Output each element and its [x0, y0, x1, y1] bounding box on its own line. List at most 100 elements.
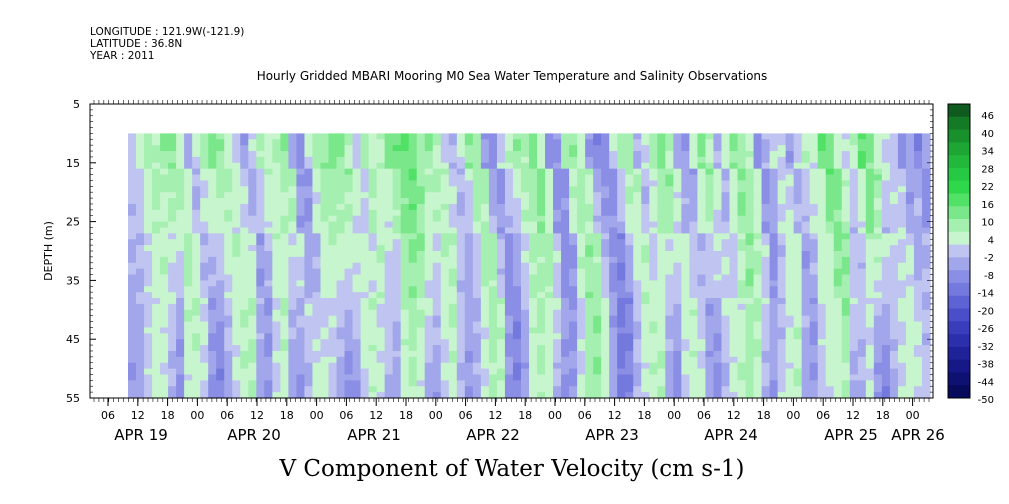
heatmap-cell [705, 386, 715, 393]
heatmap-cell [689, 327, 699, 334]
heatmap-cell [248, 198, 257, 205]
heatmap-cell [496, 151, 506, 158]
heatmap-cell [609, 174, 618, 182]
heatmap-cell [593, 339, 602, 346]
heatmap-cell [601, 162, 610, 170]
heatmap-cell [192, 315, 201, 323]
heatmap-cell [593, 262, 602, 270]
heatmap-cell [512, 309, 522, 317]
heatmap-cell [793, 139, 803, 146]
heatmap-cell [865, 368, 875, 376]
heatmap-cell [881, 368, 891, 376]
heatmap-cell [272, 145, 281, 152]
heatmap-cell [392, 168, 402, 176]
heatmap-cell [216, 339, 225, 346]
heatmap-cell [520, 327, 530, 334]
heatmap-cell [312, 303, 322, 311]
heatmap-cell [785, 368, 795, 376]
heatmap-cell [264, 292, 273, 299]
heatmap-cell [825, 133, 835, 140]
heatmap-cell [529, 298, 538, 305]
heatmap-cell [793, 251, 803, 258]
heatmap-cell [681, 198, 690, 205]
heatmap-cell [689, 386, 699, 393]
heatmap-cell [248, 315, 257, 323]
heatmap-cell [408, 192, 418, 199]
heatmap-cell [841, 315, 851, 323]
heatmap-cell [448, 139, 458, 146]
heatmap-cell [272, 303, 281, 311]
heatmap-cell [713, 309, 723, 317]
heatmap-cell [649, 392, 658, 399]
heatmap-cell [705, 374, 715, 381]
heatmap-cell [753, 327, 763, 334]
heatmap-cell [665, 292, 674, 299]
heatmap-cell [857, 362, 867, 370]
heatmap-cell [769, 303, 779, 311]
heatmap-cell [256, 386, 265, 393]
heatmap-cell [264, 274, 273, 281]
heatmap-cell [368, 186, 378, 193]
heatmap-cell [889, 380, 899, 387]
heatmap-cell [192, 256, 201, 264]
heatmap-cell [785, 345, 795, 352]
heatmap-cell [921, 162, 931, 170]
heatmap-cell [200, 262, 209, 270]
heatmap-cell [440, 198, 450, 205]
heatmap-cell [184, 233, 193, 240]
heatmap-cell [529, 139, 538, 146]
heatmap-cell [785, 292, 795, 299]
heatmap-cell [176, 286, 185, 293]
heatmap-cell [480, 303, 490, 311]
heatmap-cell [673, 245, 682, 252]
heatmap-cell [569, 133, 578, 140]
heatmap-cell [833, 239, 843, 246]
heatmap-cell [697, 327, 707, 334]
heatmap-cell [577, 356, 586, 364]
heatmap-cell [152, 268, 161, 276]
heatmap-cell [857, 151, 867, 158]
heatmap-cell [424, 292, 434, 299]
heatmap-cell [913, 233, 923, 240]
heatmap-cell [705, 392, 715, 399]
heatmap-cell [384, 268, 394, 276]
heatmap-cell [609, 392, 618, 399]
heatmap-cell [408, 392, 418, 399]
heatmap-cell [208, 274, 217, 281]
heatmap-cell [665, 133, 674, 140]
heatmap-cell [176, 274, 185, 281]
heatmap-cell [344, 309, 354, 317]
heatmap-cell [280, 286, 289, 293]
heatmap-cell [585, 380, 594, 387]
heatmap-cell [480, 356, 490, 364]
heatmap-cell [136, 339, 145, 346]
heatmap-cell [136, 286, 145, 293]
heatmap-cell [753, 156, 763, 164]
heatmap-cell [721, 203, 731, 211]
heatmap-cell [681, 303, 690, 311]
heatmap-cell [913, 221, 923, 229]
heatmap-cell [416, 168, 426, 176]
heatmap-cell [520, 151, 530, 158]
heatmap-cell [593, 350, 602, 358]
heatmap-cell [200, 303, 209, 311]
heatmap-cell [617, 292, 626, 299]
heatmap-cell [400, 345, 410, 352]
heatmap-cell [504, 321, 514, 329]
heatmap-cell [545, 327, 554, 334]
heatmap-cell [512, 356, 522, 364]
heatmap-cell [609, 309, 618, 317]
heatmap-cell [825, 386, 835, 393]
heatmap-cell [136, 292, 145, 299]
heatmap-cell [424, 374, 434, 381]
heatmap-cell [881, 186, 891, 193]
heatmap-cell [304, 145, 314, 152]
heatmap-cell [865, 374, 875, 381]
heatmap-cell [248, 268, 257, 276]
heatmap-cell [601, 256, 610, 264]
heatmap-cell [833, 268, 843, 276]
heatmap-cell [809, 386, 819, 393]
heatmap-cell [537, 180, 546, 187]
heatmap-cell [793, 227, 803, 234]
heatmap-cell [561, 233, 570, 240]
